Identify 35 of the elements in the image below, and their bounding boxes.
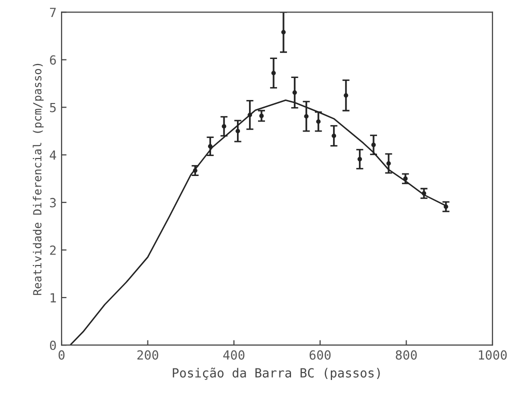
x-axis-title: Posição da Barra BC (passos) bbox=[172, 368, 380, 380]
point bbox=[271, 70, 276, 76]
point bbox=[192, 168, 198, 173]
x-tick-label: 0 bbox=[58, 350, 65, 360]
point bbox=[304, 114, 309, 119]
point bbox=[316, 119, 321, 124]
y-tick-label: 2 bbox=[50, 245, 56, 255]
point bbox=[358, 156, 362, 162]
y-tick-label: 6 bbox=[50, 55, 56, 65]
point bbox=[236, 128, 240, 134]
y-tick-label: 5 bbox=[50, 102, 56, 112]
point bbox=[386, 161, 391, 166]
y-axis-title: Reatividade Diferencial (pcm/passo) bbox=[32, 64, 44, 295]
x-tick-label: 1000 bbox=[478, 350, 507, 360]
x-tick-label: 800 bbox=[396, 350, 417, 360]
x-tick-label: 600 bbox=[310, 350, 331, 360]
point bbox=[208, 144, 212, 149]
y-tick-label: 1 bbox=[50, 293, 56, 302]
point bbox=[344, 93, 348, 98]
point bbox=[259, 114, 264, 118]
x-tick-label: 200 bbox=[137, 350, 158, 360]
point bbox=[444, 204, 448, 209]
x-tick-label: 400 bbox=[223, 350, 244, 360]
point bbox=[332, 134, 336, 138]
y-tick-label: 0 bbox=[50, 340, 56, 350]
y-tick-label: 3 bbox=[50, 198, 56, 208]
y-tick-label: 4 bbox=[50, 150, 56, 160]
point bbox=[281, 30, 286, 34]
y-tick-label: 7 bbox=[50, 8, 56, 17]
point bbox=[248, 112, 252, 118]
point bbox=[222, 124, 226, 129]
point bbox=[371, 142, 376, 148]
point bbox=[403, 176, 408, 181]
point bbox=[292, 90, 297, 95]
point bbox=[422, 191, 426, 196]
